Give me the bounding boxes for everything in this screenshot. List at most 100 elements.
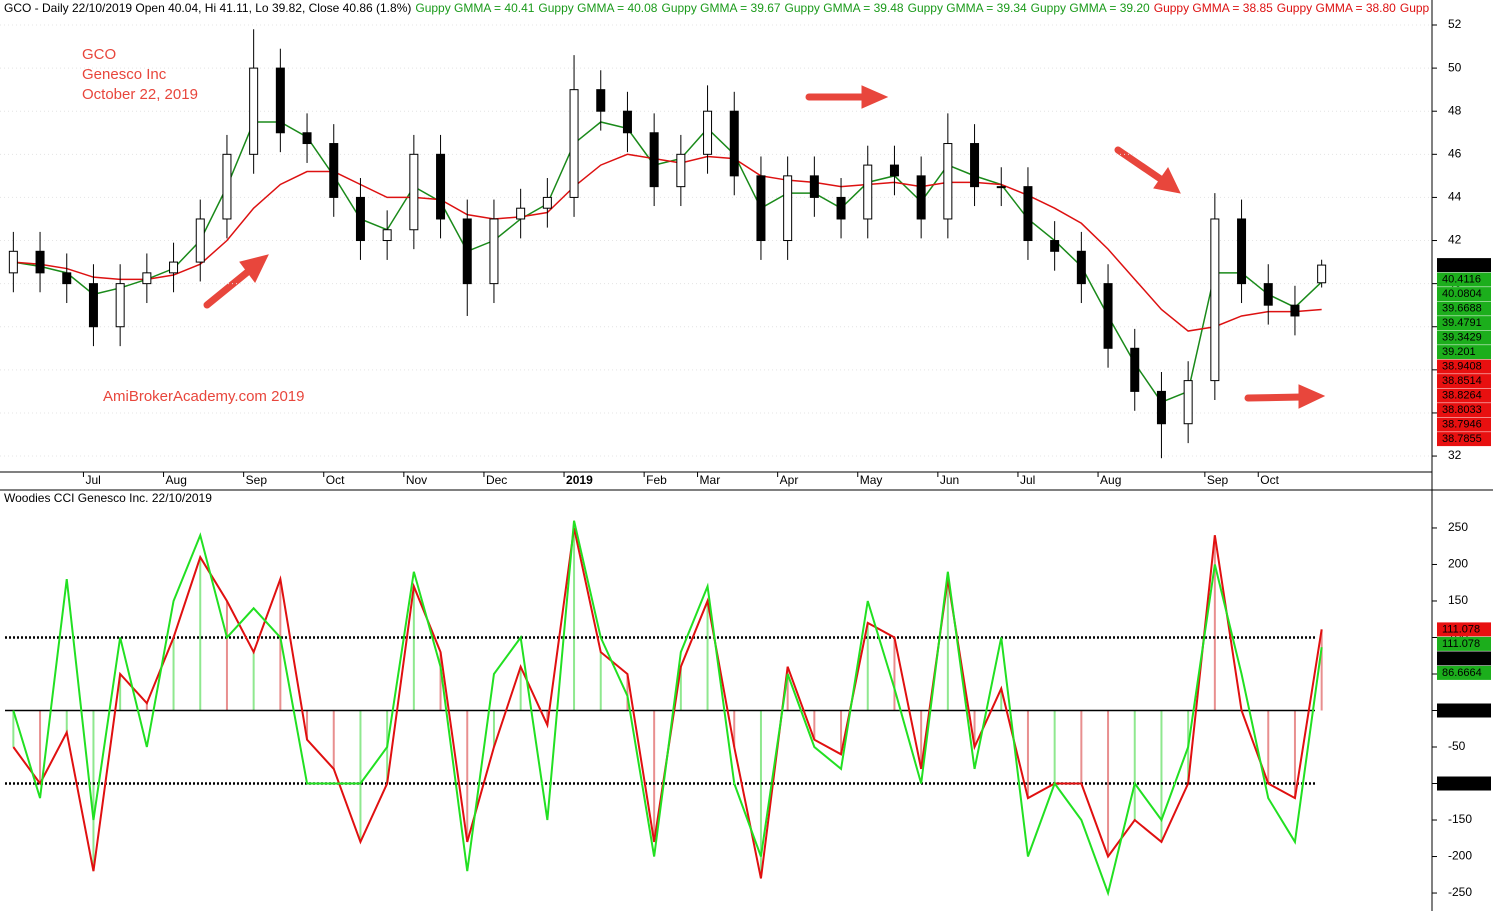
value-tag <box>1437 636 1491 651</box>
histogram-bar <box>973 710 976 748</box>
histogram-bar <box>1026 710 1029 799</box>
histogram-bar <box>946 579 949 711</box>
candle-body <box>516 207 526 220</box>
histogram-bar <box>12 710 15 748</box>
y-tick-label: 200 <box>1448 557 1468 571</box>
value-tag <box>1437 374 1491 389</box>
histogram-bar <box>786 666 789 711</box>
x-tick-label: Oct <box>326 473 345 487</box>
candle-body <box>569 89 579 198</box>
candle-body <box>1210 218 1220 382</box>
histogram-bar <box>813 710 816 740</box>
candle-body <box>462 218 472 285</box>
histogram-bar <box>1320 629 1323 711</box>
value-tag-label: 40.4116 <box>1442 274 1481 286</box>
x-tick-label: Aug <box>1100 473 1121 487</box>
histogram-bar <box>1000 688 1003 711</box>
histogram-bar <box>252 652 255 711</box>
value-tag-label: 86.6664 <box>1442 667 1482 679</box>
value-tag-label: 38.7855 <box>1442 433 1482 445</box>
histogram-bar <box>706 600 709 711</box>
value-tag-label: 100 <box>1442 652 1460 664</box>
value-tag-label: -100 <box>1442 777 1464 789</box>
value-tag-label: 38.8514 <box>1442 375 1482 387</box>
arrows <box>203 85 1326 409</box>
x-tick-label: Jun <box>940 473 959 487</box>
candle-body <box>382 229 392 242</box>
y-tick-label: 48 <box>1448 103 1462 117</box>
candle-body <box>62 272 72 285</box>
histogram-bar <box>626 673 629 711</box>
chart-title: GCO - Daily 22/10/2019 Open 40.04, Hi 41… <box>4 1 411 15</box>
histogram-bar <box>573 527 576 711</box>
histogram-bar <box>1107 710 1110 857</box>
y-tick-label: 46 <box>1448 146 1462 160</box>
y-tick-label: -50 <box>1448 739 1466 753</box>
x-tick-label: Sep <box>246 473 268 487</box>
candle-body <box>169 261 179 274</box>
value-tag <box>1437 665 1491 680</box>
candle-body <box>916 175 926 220</box>
histogram-bar <box>199 557 202 711</box>
histogram-bar <box>359 710 362 842</box>
histogram-bar <box>39 710 42 784</box>
value-tag <box>1437 776 1491 791</box>
indicator-label: Guppy GMMA = 40.41 <box>415 1 534 15</box>
candle-body <box>142 272 152 285</box>
candle-body <box>596 89 606 112</box>
y-tick-label: -150 <box>1448 812 1472 826</box>
value-tag <box>1437 388 1491 403</box>
annotation: October 22, 2019 <box>82 86 198 103</box>
x-tick-label: Feb <box>646 473 667 487</box>
candle-body <box>676 153 686 188</box>
value-tag-label: 39.3429 <box>1442 332 1482 344</box>
x-tick-label: Sep <box>1207 473 1229 487</box>
indicator-label: Guppy GMMA = 39.20 <box>1031 1 1150 15</box>
histogram-bar <box>279 579 282 711</box>
histogram-bar <box>412 586 415 711</box>
y-tick-label: 50 <box>1448 60 1462 74</box>
histogram-bar <box>225 600 228 711</box>
histogram-bar <box>1213 535 1216 711</box>
cci-line <box>12 520 1323 897</box>
candle-body <box>836 196 846 220</box>
value-tag-label: 38.9408 <box>1442 361 1482 373</box>
candle-body <box>302 132 312 145</box>
value-tag <box>1437 345 1491 360</box>
indicator-label: Guppy GMMA = 39.67 <box>661 1 780 15</box>
candle-body <box>1050 240 1060 252</box>
x-tick-label: Dec <box>486 473 507 487</box>
value-tag <box>1437 417 1491 432</box>
value-tag-label: 38.8033 <box>1442 404 1482 416</box>
histogram-bar <box>1267 710 1270 784</box>
value-tag-label: 40.86 <box>1442 259 1470 271</box>
candle-body <box>88 283 98 328</box>
candle-body <box>249 67 259 155</box>
indicator-label: Guppy GMMA = 40.08 <box>538 1 657 15</box>
candle-body <box>1103 283 1113 349</box>
value-tag <box>1437 622 1491 637</box>
histogram-bar <box>840 710 843 755</box>
value-tag-label: 38.8264 <box>1442 390 1482 402</box>
histogram-bar <box>1160 710 1163 842</box>
candle-body <box>195 218 205 263</box>
y-tick-label: -200 <box>1448 849 1472 863</box>
gmma-line <box>13 153 1322 332</box>
candle-body <box>409 153 419 231</box>
indicator-label: Guppy GMMA = 38.85 <box>1154 1 1273 15</box>
value-tag <box>1437 403 1491 418</box>
value-tag-label: 39.201 <box>1442 346 1476 358</box>
panel-title: Woodies CCI Genesco Inc. 22/10/2019 <box>4 491 212 505</box>
histogram-bar <box>679 666 682 711</box>
candle-body <box>1317 264 1327 284</box>
candle-body <box>1023 186 1033 242</box>
candle-body <box>996 186 1006 189</box>
histogram-bar <box>599 652 602 711</box>
x-tick-label: Jul <box>85 473 100 487</box>
x-tick-label: Apr <box>780 473 799 487</box>
histogram-bar <box>439 652 442 711</box>
value-tag <box>1437 359 1491 374</box>
candle-body <box>649 132 659 188</box>
